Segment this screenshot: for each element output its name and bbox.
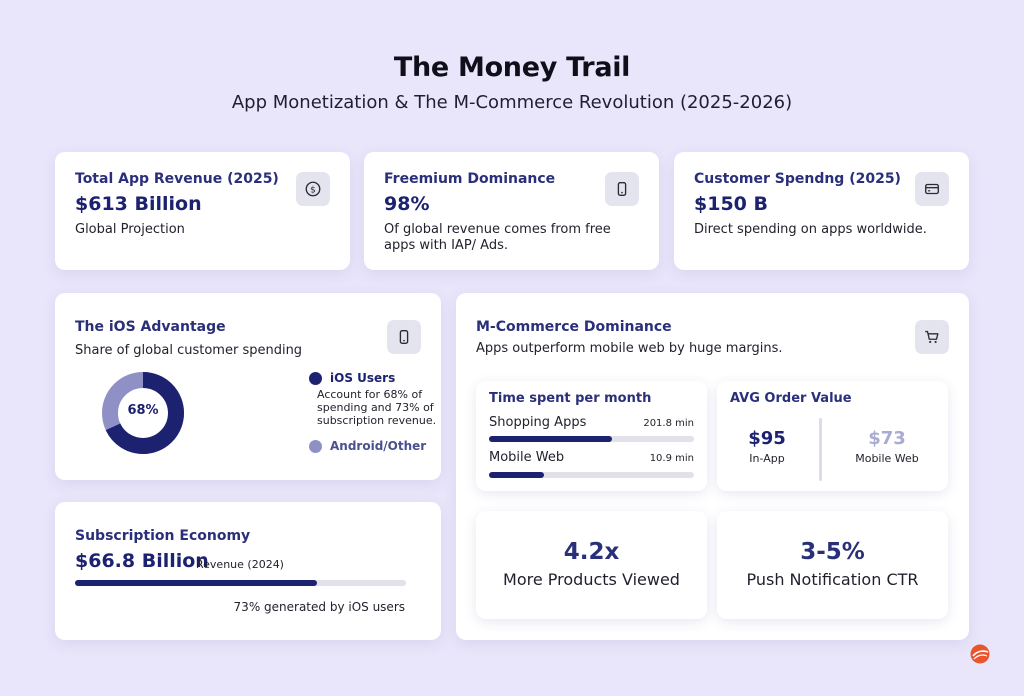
subscription-caption: 73% generated by iOS users [233,600,405,614]
android-legend-dot [309,440,322,453]
customer-spending-card: Customer Spendng (2025) $150 B Direct sp… [674,152,969,270]
dollar-circle-icon: $ [296,172,330,206]
subscription-bar-track [75,580,406,586]
products-viewed-value: 4.2x [563,539,620,565]
page-subtitle: App Monetization & The M-Commerce Revolu… [231,92,793,113]
shopping-apps-value: 201.8 min [643,418,694,429]
mobile-web-order-label: Mobile Web [855,452,919,465]
mcommerce-card: M-Commerce Dominance Apps outperform mob… [456,293,969,640]
ios-advantage-card: The iOS Advantage Share of global custom… [55,293,441,480]
total-revenue-card: Total App Revenue (2025) $613 Billion Gl… [55,152,350,270]
ios-legend-line3: subscription revenue. [317,414,437,427]
shopping-apps-bar-fill [489,436,612,442]
smartphone-icon [605,172,639,206]
products-viewed-panel: 4.2x More Products Viewed [476,511,707,619]
subscription-value-note: Revenue (2024) [196,558,284,571]
brand-logo-icon [970,644,990,664]
svg-text:$: $ [310,186,316,196]
page-title: The Money Trail [393,52,631,83]
push-ctr-value: 3-5% [800,539,865,565]
customer-spending-label: Customer Spendng (2025) [694,171,901,187]
smartphone-icon [387,320,421,354]
credit-card-icon [915,172,949,206]
subscription-value: $66.8 Billion [75,550,209,572]
ios-legend-dot [309,372,322,385]
android-legend-title: Android/Other [330,439,427,453]
time-spent-panel: Time spent per month Shopping Apps 201.8… [476,381,707,491]
donut-ios-segment [102,372,184,454]
ios-legend-title: iOS Users [330,371,396,385]
subscription-card: Subscription Economy $66.8 Billion Reven… [55,502,441,640]
mobile-web-value: 10.9 min [649,453,694,464]
mobile-web-bar-fill [489,472,545,478]
freemium-card: Freemium Dominance 98% Of global revenue… [364,152,659,270]
subscription-label: Subscription Economy [75,528,251,544]
mobile-web-bar-track [489,472,694,478]
products-viewed-label: More Products Viewed [503,570,680,589]
ios-legend-line2: spending and 73% of [317,401,434,414]
ios-share-donut [102,372,184,454]
mcommerce-subtitle: Apps outperform mobile web by huge margi… [476,341,783,356]
freemium-label: Freemium Dominance [384,171,556,187]
total-revenue-value: $613 Billion [75,193,202,215]
order-value-divider [819,418,822,481]
mcommerce-label: M-Commerce Dominance [476,319,672,335]
ios-legend-line1: Account for 68% of [317,388,423,401]
shopping-cart-icon [915,320,949,354]
donut-center-label: 68% [127,403,159,418]
subscription-bar-fill [75,580,317,586]
total-revenue-label: Total App Revenue (2025) [75,171,279,187]
push-ctr-label: Push Notification CTR [746,570,919,589]
order-value-panel: AVG Order Value $95 In-App $73 Mobile We… [717,381,948,491]
push-ctr-panel: 3-5% Push Notification CTR [717,511,948,619]
time-spent-title: Time spent per month [489,391,652,406]
mobile-web-order-value: $73 [868,428,906,449]
freemium-description-line1: Of global revenue comes from free [384,222,611,237]
freemium-description-line2: apps with IAP/ Ads. [384,238,508,253]
in-app-label: In-App [749,452,785,465]
total-revenue-description: Global Projection [75,222,185,237]
customer-spending-value: $150 B [694,193,768,215]
mobile-web-name: Mobile Web [489,450,565,465]
shopping-apps-bar-track [489,436,694,442]
ios-advantage-label: The iOS Advantage [75,319,226,335]
ios-advantage-subtitle: Share of global customer spending [75,343,303,358]
order-value-title: AVG Order Value [730,391,852,406]
freemium-value: 98% [384,193,430,215]
shopping-apps-name: Shopping Apps [489,415,587,430]
customer-spending-description: Direct spending on apps worldwide. [694,222,927,237]
in-app-value: $95 [748,428,786,449]
